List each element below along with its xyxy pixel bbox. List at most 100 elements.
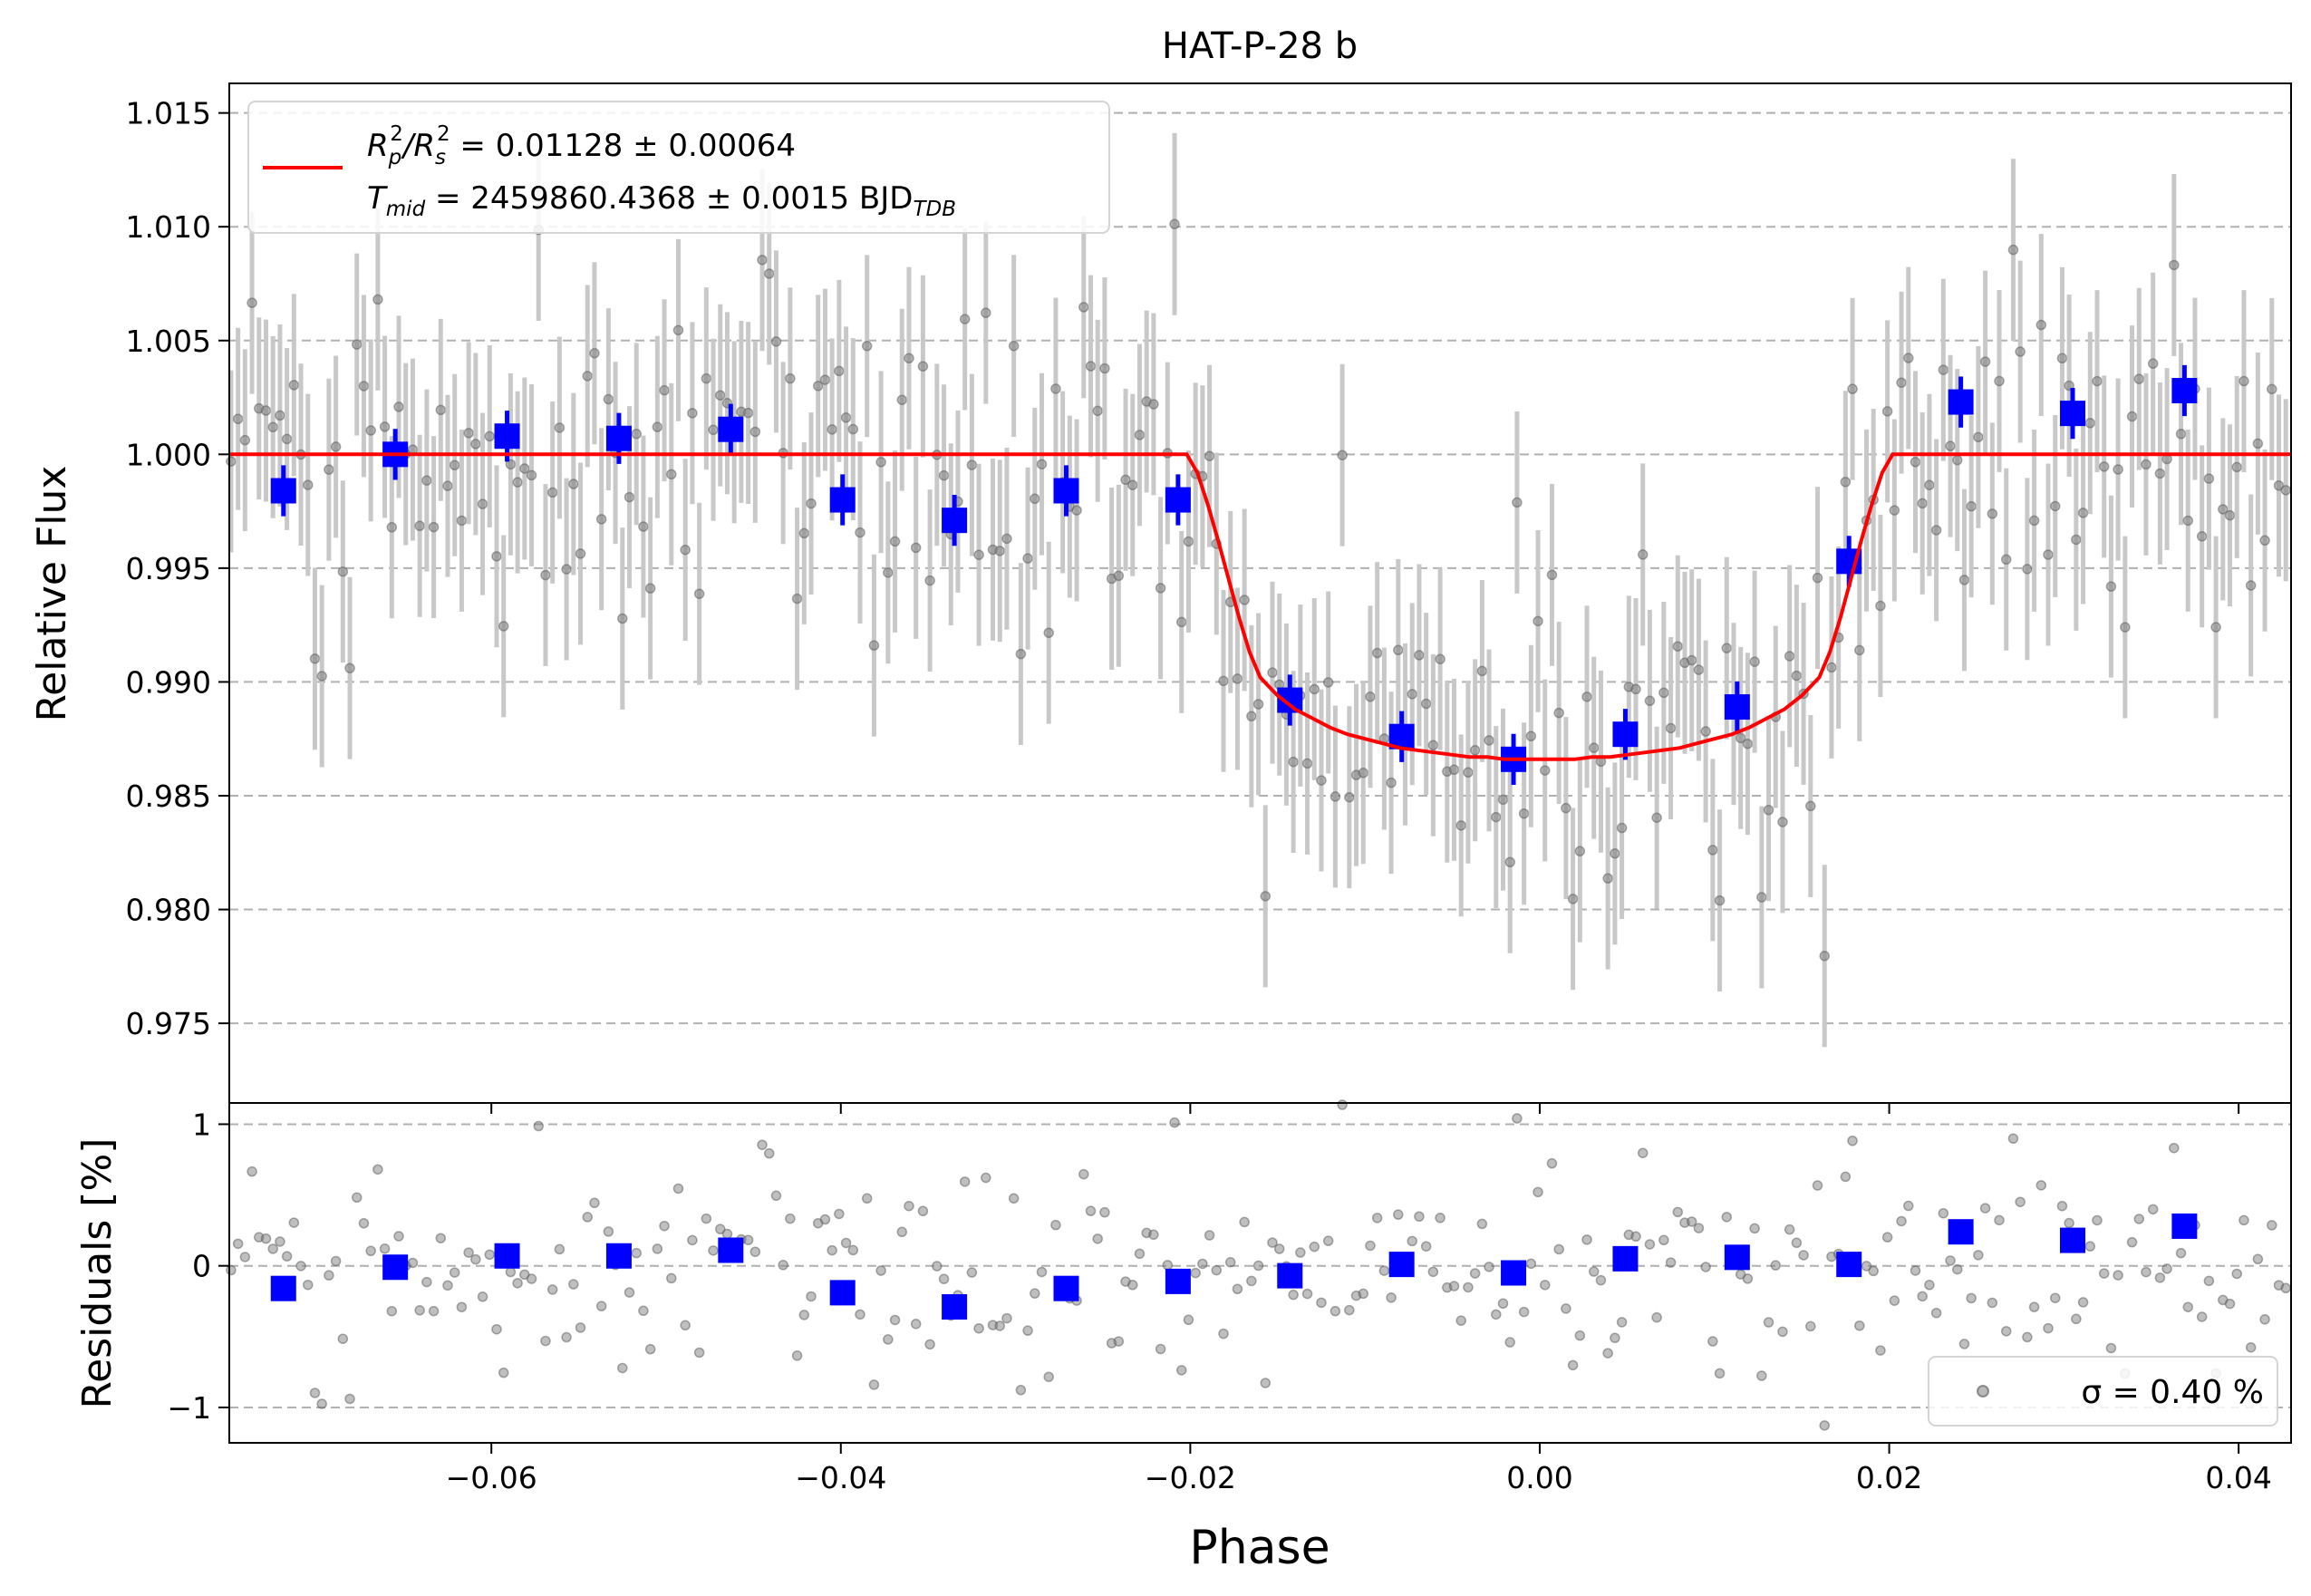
raw-residual-point: [1777, 1326, 1788, 1338]
raw-flux-point: [470, 439, 481, 450]
raw-residual-point: [742, 1234, 754, 1245]
residuals-y-ticks: −1 0 1: [167, 1107, 229, 1426]
raw-residual-point: [1693, 1223, 1705, 1233]
raw-flux-point: [1365, 692, 1376, 702]
raw-residual-point: [1301, 1288, 1313, 1300]
raw-flux-point: [1749, 656, 1760, 667]
raw-residual-point: [749, 1246, 761, 1257]
raw-residual-point: [1861, 1261, 1872, 1272]
raw-residual-point: [855, 1309, 865, 1320]
raw-flux-point: [540, 569, 551, 581]
raw-flux-point: [631, 429, 642, 440]
raw-residual-point: [904, 1200, 914, 1212]
raw-flux-point: [386, 522, 398, 533]
binned-flux-point: [2171, 378, 2198, 404]
raw-flux-point: [2049, 500, 2061, 512]
raw-flux-point: [1036, 459, 1048, 469]
raw-residual-point: [456, 1301, 468, 1312]
raw-flux-point: [624, 491, 635, 503]
raw-flux-point: [477, 498, 488, 509]
raw-residual-point: [365, 1245, 376, 1257]
raw-flux-point: [1078, 302, 1089, 313]
raw-flux-point: [861, 341, 873, 352]
raw-flux-point: [1952, 454, 1963, 466]
raw-residual-point: [708, 1245, 719, 1256]
raw-residual-point: [1484, 1262, 1494, 1272]
raw-residual-point: [910, 1319, 922, 1330]
raw-residual-point: [442, 1280, 453, 1291]
raw-flux-point: [2113, 464, 2123, 475]
binned-flux-point: [494, 423, 520, 450]
raw-flux-point: [1427, 740, 1439, 751]
raw-flux-point: [2133, 373, 2145, 384]
raw-flux-point: [812, 381, 824, 392]
raw-residual-point: [295, 1261, 306, 1272]
raw-residual-point: [2126, 1236, 2138, 1248]
raw-residual-point: [2224, 1298, 2236, 1310]
raw-flux-point: [1987, 508, 1998, 519]
raw-residual-point: [672, 1183, 684, 1195]
raw-residual-point: [770, 1190, 782, 1202]
binned-flux-point: [718, 416, 744, 442]
raw-flux-point: [337, 566, 349, 577]
raw-residual-point: [1700, 1262, 1711, 1272]
raw-flux-point: [1875, 600, 1886, 612]
raw-residual-point: [288, 1217, 300, 1228]
raw-flux-point: [1700, 726, 1711, 737]
raw-residual-point: [491, 1323, 502, 1335]
raw-residual-point: [2028, 1301, 2040, 1312]
binned-flux-point: [1948, 389, 1974, 415]
raw-residual-point: [1742, 1273, 1754, 1284]
raw-residual-point: [966, 1267, 978, 1278]
raw-flux-point: [1784, 651, 1795, 662]
raw-flux-point: [2224, 509, 2236, 521]
raw-residual-point: [554, 1243, 566, 1255]
raw-flux-point: [2022, 564, 2033, 575]
raw-residual-point: [1805, 1320, 1816, 1332]
raw-flux-point: [1204, 450, 1215, 461]
raw-flux-point: [819, 374, 831, 385]
raw-residual-point: [924, 1339, 935, 1350]
raw-residual-point: [1665, 1257, 1677, 1268]
raw-residual-point: [1022, 1325, 1033, 1336]
raw-flux-point: [1463, 767, 1474, 779]
raw-residual-point: [379, 1243, 391, 1254]
raw-residual-point: [2203, 1275, 2215, 1287]
raw-residual-point: [226, 1264, 237, 1276]
raw-flux-point: [2280, 485, 2291, 496]
raw-residual-point: [1386, 1292, 1397, 1303]
raw-flux-point: [1316, 775, 1327, 786]
flux-y-axis-label: Relative Flux: [29, 466, 75, 722]
binned-flux-point: [1724, 694, 1750, 721]
raw-residual-point: [309, 1388, 321, 1398]
raw-residual-point: [2196, 1311, 2208, 1322]
raw-flux-point: [924, 575, 935, 586]
raw-flux-point: [1127, 479, 1138, 490]
raw-residual-point: [1945, 1255, 1956, 1266]
raw-flux-point: [1819, 951, 1830, 962]
raw-residual-point: [595, 1301, 607, 1311]
raw-flux-point: [763, 268, 775, 279]
binned-residual-point: [1165, 1268, 1191, 1294]
raw-flux-point: [1735, 732, 1746, 744]
raw-flux-point: [715, 390, 726, 401]
raw-residual-point: [470, 1253, 481, 1265]
raw-residual-point: [1015, 1384, 1027, 1396]
binned-residual-point: [494, 1243, 520, 1269]
raw-residual-point: [1686, 1216, 1697, 1227]
raw-flux-point: [883, 567, 894, 578]
raw-residual-point: [1330, 1305, 1341, 1317]
raw-flux-point: [2252, 438, 2264, 450]
raw-flux-point: [239, 434, 251, 446]
raw-flux-point: [1777, 817, 1788, 827]
raw-residual-point: [386, 1305, 398, 1317]
binned-flux-point: [605, 425, 632, 451]
raw-flux-point: [582, 371, 593, 382]
flux-y-tick-label: 0.980: [126, 893, 211, 928]
raw-flux-point: [1120, 474, 1131, 486]
binned-flux-point: [1053, 478, 1079, 504]
raw-flux-point: [595, 514, 607, 525]
raw-residual-point: [624, 1287, 635, 1298]
raw-residual-point: [819, 1214, 831, 1225]
raw-flux-point: [1050, 383, 1061, 394]
